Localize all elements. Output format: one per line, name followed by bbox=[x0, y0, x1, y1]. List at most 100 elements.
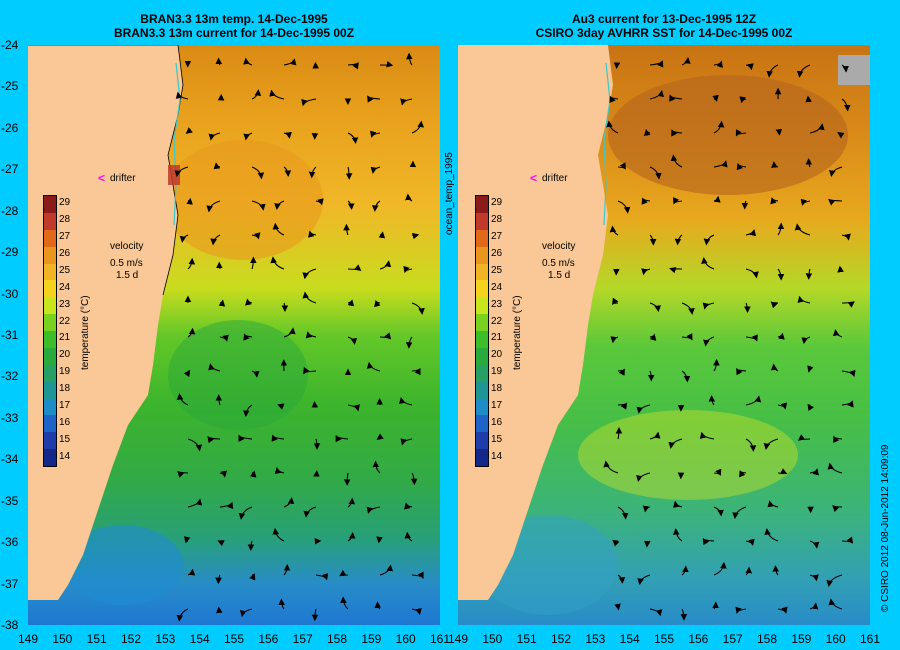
colorbar-title: temperature (°C) bbox=[80, 295, 91, 370]
current-vector bbox=[777, 268, 785, 281]
current-vector bbox=[708, 395, 716, 406]
right-map[interactable] bbox=[458, 45, 870, 625]
colorbar-swatch bbox=[476, 347, 488, 365]
x-axis-label: 155 bbox=[224, 632, 245, 646]
current-vector bbox=[772, 565, 779, 576]
current-vector bbox=[379, 332, 392, 340]
current-vector bbox=[347, 404, 360, 412]
current-vector bbox=[302, 291, 317, 304]
current-vector bbox=[832, 329, 843, 338]
colorbar-swatch bbox=[44, 280, 56, 298]
current-vector bbox=[649, 302, 661, 313]
colorbar-label: 25 bbox=[59, 264, 71, 276]
current-vector bbox=[828, 598, 843, 610]
left-title: BRAN3.3 13m temp. 14-Dec-1995 BRAN3.3 13… bbox=[28, 12, 440, 40]
current-vector bbox=[311, 132, 319, 140]
current-vector bbox=[347, 264, 362, 272]
y-axis-label: -29 bbox=[1, 245, 19, 260]
current-vector bbox=[283, 563, 291, 576]
current-vector bbox=[641, 268, 651, 276]
time-label-right: 1.5 d bbox=[548, 270, 571, 281]
current-vector bbox=[644, 540, 651, 548]
current-vector bbox=[372, 460, 381, 474]
x-axis-label: 160 bbox=[395, 632, 416, 646]
current-vector bbox=[411, 607, 422, 616]
current-vector bbox=[251, 232, 261, 240]
current-vector bbox=[347, 132, 359, 145]
current-vector bbox=[739, 96, 747, 104]
current-vector bbox=[649, 333, 657, 341]
current-vector bbox=[649, 90, 665, 100]
current-vector bbox=[283, 497, 295, 508]
current-vector bbox=[311, 608, 319, 622]
current-vector bbox=[745, 229, 757, 237]
current-vector bbox=[370, 130, 381, 138]
current-vector bbox=[606, 120, 619, 134]
current-vector bbox=[603, 460, 619, 474]
colorbar-swatch bbox=[44, 263, 56, 281]
current-vector bbox=[841, 400, 854, 408]
current-vector bbox=[745, 566, 753, 576]
y-axis-label: -34 bbox=[1, 452, 19, 467]
current-vector bbox=[410, 472, 418, 486]
colorbar-label: 17 bbox=[59, 399, 71, 411]
current-vector bbox=[219, 470, 228, 478]
current-vector bbox=[374, 601, 382, 610]
current-vector bbox=[777, 606, 788, 614]
current-vector bbox=[315, 198, 324, 206]
colorbar-swatch bbox=[476, 196, 488, 213]
current-vector bbox=[302, 268, 317, 280]
colorbar-label: 24 bbox=[59, 281, 71, 293]
current-vector bbox=[641, 197, 651, 205]
current-vector bbox=[677, 472, 685, 480]
current-vector bbox=[281, 302, 289, 313]
current-vector bbox=[379, 564, 394, 576]
current-vector bbox=[251, 166, 265, 180]
current-vector bbox=[763, 438, 779, 450]
colorbar-swatch bbox=[44, 331, 56, 348]
colorbar-scale bbox=[475, 195, 489, 467]
colorbar-swatch bbox=[44, 364, 56, 382]
current-vector bbox=[311, 400, 319, 408]
current-vector bbox=[610, 336, 619, 344]
current-vector bbox=[210, 234, 221, 246]
current-vector bbox=[215, 574, 222, 585]
current-vector bbox=[250, 256, 257, 270]
current-vector bbox=[713, 120, 725, 134]
current-vector bbox=[243, 132, 253, 141]
colorbar-label: 19 bbox=[491, 366, 503, 378]
current-vector bbox=[609, 225, 619, 236]
left-map[interactable] bbox=[28, 45, 440, 625]
current-vector bbox=[283, 166, 292, 177]
current-vector bbox=[671, 129, 683, 137]
current-vector bbox=[398, 396, 413, 406]
y-axis-label: -28 bbox=[1, 203, 19, 218]
current-vector bbox=[745, 538, 755, 546]
current-vector bbox=[680, 608, 688, 621]
current-vector bbox=[186, 197, 193, 205]
current-vector bbox=[615, 426, 623, 440]
current-vector bbox=[739, 470, 747, 478]
drifter-marker-left: < bbox=[98, 171, 106, 185]
current-vector bbox=[668, 438, 683, 449]
x-axis-label: 151 bbox=[516, 632, 537, 646]
current-vector bbox=[176, 608, 189, 622]
x-axis-label: 160 bbox=[825, 632, 846, 646]
colorbar-swatch bbox=[44, 196, 56, 213]
colorbar-label: 20 bbox=[59, 349, 71, 361]
x-axis-label: 150 bbox=[52, 632, 73, 646]
current-vector bbox=[713, 358, 720, 372]
colorbar-swatch bbox=[476, 415, 488, 433]
y-axis-label: -38 bbox=[1, 618, 19, 632]
colorbar-swatch bbox=[476, 246, 488, 264]
colorbar-swatch bbox=[44, 449, 56, 466]
current-vector bbox=[187, 568, 196, 576]
y-axis-label: -37 bbox=[1, 576, 19, 591]
colorbar-label: 21 bbox=[491, 332, 503, 344]
current-vector bbox=[179, 234, 189, 243]
current-vector bbox=[272, 222, 285, 236]
current-vector bbox=[702, 537, 715, 546]
colorbar-label: 25 bbox=[491, 264, 503, 276]
current-vector bbox=[767, 500, 779, 508]
colorbar-swatch bbox=[44, 229, 56, 247]
